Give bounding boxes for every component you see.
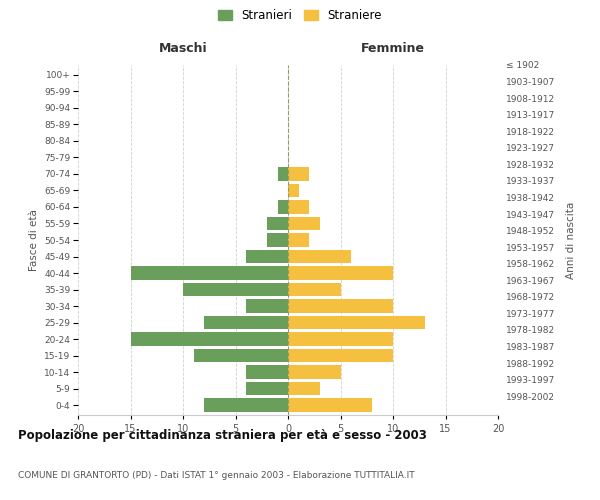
Bar [130,266,288,280]
Bar [288,366,341,378]
Bar [288,349,393,362]
Y-axis label: Anni di nascita: Anni di nascita [566,202,576,278]
Bar [267,234,288,246]
Legend: Stranieri, Straniere: Stranieri, Straniere [214,6,386,26]
Bar [130,332,288,345]
Text: Popolazione per cittadinanza straniera per età e sesso - 2003: Popolazione per cittadinanza straniera p… [18,430,427,442]
Bar [288,300,393,312]
Bar [288,382,320,395]
Bar [288,234,309,246]
Text: Femmine: Femmine [361,42,425,55]
Text: Maschi: Maschi [158,42,208,55]
Bar [288,266,393,280]
Bar [277,168,288,180]
Bar [204,398,288,411]
Bar [267,217,288,230]
Bar [246,366,288,378]
Bar [288,316,425,329]
Y-axis label: Fasce di età: Fasce di età [29,209,38,271]
Bar [288,184,299,197]
Bar [288,398,372,411]
Text: COMUNE DI GRANTORTO (PD) - Dati ISTAT 1° gennaio 2003 - Elaborazione TUTTITALIA.: COMUNE DI GRANTORTO (PD) - Dati ISTAT 1°… [18,471,415,480]
Bar [288,200,309,213]
Bar [277,200,288,213]
Bar [288,250,351,263]
Bar [288,168,309,180]
Bar [204,316,288,329]
Bar [246,250,288,263]
Bar [246,382,288,395]
Bar [183,283,288,296]
Bar [288,332,393,345]
Bar [288,283,341,296]
Bar [193,349,288,362]
Bar [288,217,320,230]
Bar [246,300,288,312]
